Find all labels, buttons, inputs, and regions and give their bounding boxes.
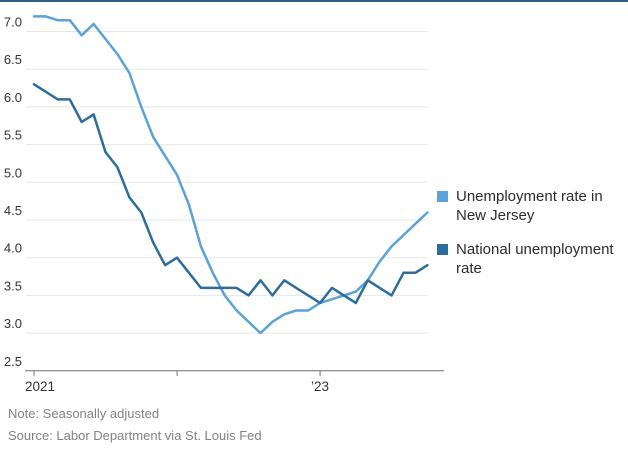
legend-item-national: National unemployment rate — [437, 240, 622, 278]
y-axis-tick-label: 6.5 — [4, 52, 22, 67]
y-axis-tick-label: 3.5 — [4, 278, 22, 293]
y-axis-tick-label: 6.0 — [4, 90, 22, 105]
x-axis-tick-label: ’23 — [311, 379, 329, 394]
chart-notes: Note: Seasonally adjusted Source: Labor … — [8, 403, 262, 447]
chart-source: Source: Labor Department via St. Louis F… — [8, 428, 262, 443]
y-axis-tick-label: 3.0 — [4, 316, 22, 331]
chart-note: Note: Seasonally adjusted — [8, 406, 160, 421]
national-unemployment-line — [32, 83, 429, 305]
national-legend-label: National unemployment rate — [456, 241, 614, 277]
chart-top-rule — [0, 0, 628, 2]
legend-item-nj: Unemployment rate in New Jersey — [437, 187, 622, 225]
nj-legend-swatch — [437, 191, 448, 202]
nj-unemployment-line — [32, 15, 429, 335]
y-axis-tick-label: 5.5 — [4, 128, 22, 143]
y-axis-tick-label: 7.0 — [4, 15, 22, 30]
y-axis-tick-label: 5.0 — [4, 165, 22, 180]
national-legend-swatch — [437, 244, 448, 255]
y-axis-tick-label: 4.5 — [4, 203, 22, 218]
x-axis-tick-label: 2021 — [25, 379, 55, 394]
chart-legend: Unemployment rate in New Jersey National… — [437, 187, 622, 293]
y-axis-tick-label: 2.5 — [4, 354, 22, 369]
nj-legend-label: Unemployment rate in New Jersey — [456, 188, 603, 224]
y-axis-tick-label: 4.0 — [4, 241, 22, 256]
